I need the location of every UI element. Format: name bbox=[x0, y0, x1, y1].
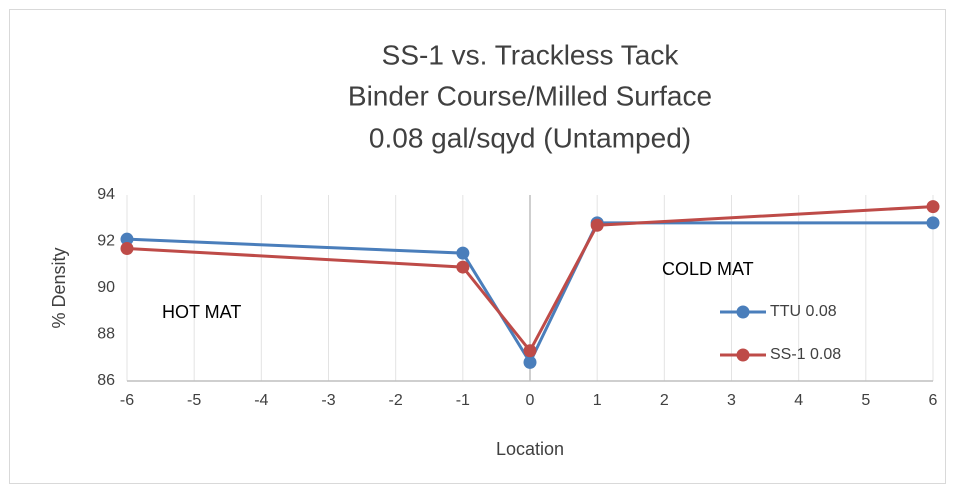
y-tick-label: 90 bbox=[97, 279, 115, 296]
annotation: HOT MAT bbox=[162, 302, 241, 322]
chart-border bbox=[9, 9, 946, 484]
x-axis-label: Location bbox=[496, 439, 564, 459]
x-tick-label: 4 bbox=[794, 392, 803, 409]
legend-label: TTU 0.08 bbox=[770, 303, 837, 320]
data-point bbox=[456, 246, 470, 260]
data-point bbox=[523, 344, 537, 358]
chart-title: SS-1 vs. Trackless Tack bbox=[382, 39, 680, 70]
data-point bbox=[590, 218, 604, 232]
data-point bbox=[120, 232, 134, 246]
x-tick-label: -1 bbox=[456, 392, 470, 409]
legend-swatch bbox=[736, 348, 750, 362]
y-axis-label: % Density bbox=[49, 247, 69, 328]
x-tick-label: 3 bbox=[727, 392, 736, 409]
x-tick-label: -6 bbox=[120, 392, 134, 409]
legend-swatch bbox=[736, 305, 750, 319]
x-tick-label: 2 bbox=[660, 392, 669, 409]
legend-label: SS-1 0.08 bbox=[770, 346, 841, 363]
y-tick-label: 88 bbox=[97, 326, 115, 343]
x-tick-label: 1 bbox=[593, 392, 602, 409]
x-tick-label: -5 bbox=[187, 392, 201, 409]
annotation: COLD MAT bbox=[662, 259, 754, 279]
data-point bbox=[523, 355, 537, 369]
data-point bbox=[120, 241, 134, 255]
data-point bbox=[926, 216, 940, 230]
y-tick-label: 92 bbox=[97, 233, 115, 250]
x-tick-label: -4 bbox=[254, 392, 268, 409]
x-tick-label: 0 bbox=[526, 392, 535, 409]
data-point bbox=[926, 200, 940, 214]
y-tick-label: 86 bbox=[97, 372, 115, 389]
data-point bbox=[456, 260, 470, 274]
y-tick-label: 94 bbox=[97, 186, 115, 203]
x-tick-label: 5 bbox=[861, 392, 870, 409]
x-tick-label: 6 bbox=[929, 392, 938, 409]
x-tick-label: -2 bbox=[389, 392, 403, 409]
chart-subtitle: 0.08 gal/sqyd (Untamped) bbox=[369, 122, 691, 153]
chart-subtitle: Binder Course/Milled Surface bbox=[348, 80, 712, 111]
x-tick-label: -3 bbox=[321, 392, 335, 409]
